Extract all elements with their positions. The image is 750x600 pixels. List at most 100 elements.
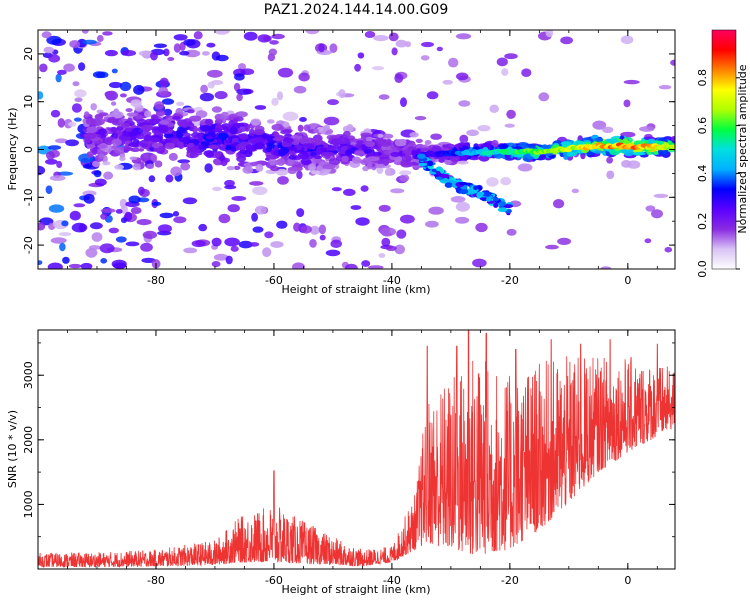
snr-ylabel: SNR (10 * v/v) bbox=[6, 410, 19, 488]
heatmap-cell bbox=[272, 137, 283, 142]
heatmap-cell bbox=[249, 181, 264, 186]
heatmap-cell bbox=[669, 144, 675, 149]
heatmap-cell bbox=[486, 197, 492, 202]
heatmap-cell bbox=[268, 48, 278, 56]
heatmap-cell bbox=[226, 110, 235, 115]
heatmap-cell bbox=[133, 84, 145, 95]
heatmap-cell bbox=[255, 164, 264, 172]
heatmap-cell bbox=[200, 141, 210, 146]
heatmap-cell bbox=[248, 138, 260, 145]
heatmap-cell bbox=[466, 129, 479, 137]
heatmap-cell bbox=[414, 116, 427, 121]
heatmap-cell bbox=[424, 140, 432, 145]
heatmap-cell bbox=[639, 126, 655, 132]
heatmap-cell bbox=[231, 137, 239, 143]
heatmap-cell bbox=[155, 110, 166, 117]
heatmap-cell bbox=[276, 158, 286, 166]
heatmap-cell bbox=[455, 201, 470, 212]
heatmap-cell bbox=[457, 160, 469, 165]
heatmap-cell bbox=[55, 73, 62, 83]
heatmap-cell bbox=[217, 132, 229, 140]
heatmap-cell bbox=[205, 135, 214, 140]
snr-frame bbox=[37, 329, 676, 570]
heatmap-cell bbox=[111, 138, 122, 146]
heatmap-cell bbox=[658, 85, 672, 90]
heatmap-cell bbox=[57, 171, 74, 176]
heatmap-cell bbox=[571, 188, 579, 194]
heatmap-cell bbox=[140, 124, 153, 132]
heatmap-cell bbox=[232, 123, 245, 127]
heatmap-cell bbox=[327, 99, 339, 106]
heatmap-cell bbox=[440, 173, 450, 179]
heatmap-cell bbox=[142, 153, 150, 159]
heatmap-cell bbox=[83, 193, 95, 204]
heatmap-cell bbox=[282, 122, 290, 128]
heatmap-cell bbox=[477, 125, 491, 132]
heatmap-cell bbox=[553, 199, 565, 209]
heatmap-cell bbox=[276, 91, 284, 101]
heatmap-cell bbox=[93, 170, 102, 178]
heatmap-cell bbox=[50, 237, 67, 244]
heatmap-cell bbox=[364, 31, 376, 38]
heatmap-cell bbox=[600, 266, 612, 269]
heatmap-cell bbox=[297, 124, 304, 132]
heatmap-cell bbox=[163, 48, 170, 57]
heatmap-cell bbox=[375, 138, 388, 143]
heatmap-cell bbox=[373, 35, 389, 42]
heatmap-cell bbox=[230, 245, 239, 252]
heatmap-cell bbox=[455, 216, 470, 224]
heatmap-cell bbox=[440, 168, 445, 174]
heatmap-cell bbox=[107, 113, 115, 118]
heatmap-cell bbox=[189, 152, 196, 158]
spectrogram-xtick-label: -40 bbox=[383, 274, 401, 287]
heatmap-cell bbox=[399, 170, 412, 176]
heatmap-cell bbox=[150, 137, 161, 143]
heatmap-cell bbox=[271, 97, 279, 106]
heatmap-cell bbox=[158, 224, 172, 234]
heatmap-cell bbox=[74, 89, 87, 98]
heatmap-cell bbox=[130, 207, 142, 214]
heatmap-cell bbox=[183, 247, 198, 254]
spectrogram-ylabel: Frequency (Hz) bbox=[6, 108, 19, 191]
heatmap-cell bbox=[491, 139, 499, 148]
heatmap-cell bbox=[176, 101, 185, 106]
colorbar-tick-label: 0.4 bbox=[696, 165, 709, 183]
heatmap-cell bbox=[400, 160, 413, 168]
heatmap-cell bbox=[120, 122, 130, 128]
heatmap-cell bbox=[270, 165, 280, 172]
heatmap-cell bbox=[378, 253, 386, 258]
heatmap-cell bbox=[200, 84, 209, 94]
heatmap-cell bbox=[243, 31, 258, 41]
heatmap-cell bbox=[119, 81, 132, 92]
heatmap-cell bbox=[347, 124, 354, 132]
heatmap-cell bbox=[94, 178, 107, 186]
heatmap-cell bbox=[71, 222, 88, 233]
heatmap-cell bbox=[99, 243, 115, 254]
spectrogram-ytick-label: 0 bbox=[22, 146, 35, 153]
heatmap-cell bbox=[50, 109, 61, 118]
heatmap-cell bbox=[223, 126, 229, 133]
heatmap-cell bbox=[567, 151, 575, 157]
heatmap-cell bbox=[150, 154, 158, 161]
heatmap-cell bbox=[57, 69, 67, 75]
heatmap-cell bbox=[479, 197, 488, 201]
heatmap-cell bbox=[136, 219, 152, 226]
heatmap-cell bbox=[48, 54, 61, 63]
heatmap-cell bbox=[183, 39, 196, 46]
heatmap-cell bbox=[316, 165, 323, 172]
heatmap-cell bbox=[138, 148, 145, 152]
heatmap-cell bbox=[69, 210, 81, 221]
heatmap-cell bbox=[121, 50, 137, 57]
heatmap-cell bbox=[250, 118, 261, 126]
heatmap-cell bbox=[292, 262, 305, 269]
heatmap-cell bbox=[138, 50, 154, 57]
heatmap-cell bbox=[517, 163, 533, 172]
heatmap-cell bbox=[664, 246, 673, 253]
heatmap-cell bbox=[102, 161, 111, 166]
heatmap-cell bbox=[345, 149, 353, 155]
heatmap-cell bbox=[111, 68, 118, 74]
heatmap-cell bbox=[214, 30, 230, 35]
heatmap-cell bbox=[190, 132, 204, 138]
heatmap-cell bbox=[45, 185, 53, 194]
heatmap-cell bbox=[427, 160, 434, 167]
